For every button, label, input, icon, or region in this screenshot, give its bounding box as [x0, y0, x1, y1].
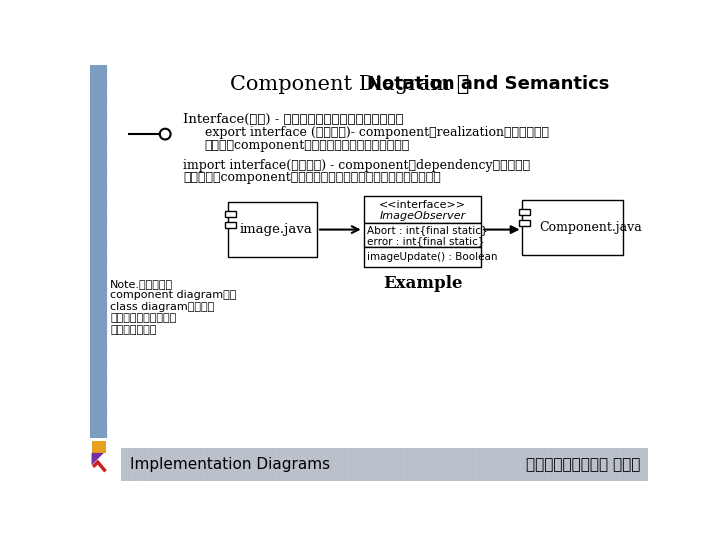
Text: Component.java: Component.java [539, 221, 642, 234]
Bar [523, 200, 624, 255]
Text: class diagram的一稭，: class diagram的一稭， [110, 302, 215, 312]
Bar [90, 65, 107, 450]
Text: Interface(介面) - 表示元件外部可見的操作的集合。: Interface(介面) - 表示元件外部可見的操作的集合。 [183, 112, 404, 125]
Text: Notation and Semantics: Notation and Semantics [366, 75, 609, 93]
Text: Abort : int{final static}: Abort : int{final static} [366, 225, 487, 235]
Bar [90, 448, 648, 481]
Bar [225, 222, 235, 228]
Text: component diagram視為: component diagram視為 [110, 291, 237, 300]
Polygon shape [91, 453, 104, 465]
Bar [91, 441, 106, 453]
Bar [519, 220, 530, 226]
Bar [364, 222, 482, 247]
Text: error : int{final static}: error : int{final static} [366, 236, 484, 246]
Bar [90, 438, 121, 481]
Text: 連，表示component用來實行此稭介面的功能服務。: 連，表示component用來實行此稭介面的功能服務。 [204, 139, 410, 152]
Text: 元件之間的關係: 元件之間的關係 [110, 325, 156, 335]
Bar [519, 209, 530, 215]
Bar [225, 211, 235, 217]
Bar [364, 195, 482, 222]
Text: <<interface>>: <<interface>> [379, 200, 466, 210]
Text: export interface (出口介面)- component用realization與此稭介面相: export interface (出口介面)- component用reali… [204, 126, 549, 139]
Text: imageUpdate() : Boolean: imageUpdate() : Boolean [366, 252, 498, 262]
Bar [228, 202, 317, 257]
Bar [364, 247, 482, 267]
Text: Component Diagram ：: Component Diagram ： [230, 75, 469, 94]
Text: Implementation Diagrams: Implementation Diagrams [130, 457, 330, 472]
Text: Note.基本上可把: Note.基本上可把 [110, 279, 174, 289]
Text: 相連，表示component是為了配合此介面所保證的功能服務而建立的: 相連，表示component是為了配合此介面所保證的功能服務而建立的 [183, 171, 441, 184]
Text: 只是焦點是放在系統中: 只是焦點是放在系統中 [110, 314, 176, 323]
Text: import interface(進口介面) - component用dependency與此稭介面: import interface(進口介面) - component用depen… [183, 159, 530, 172]
Text: 東吴大學資訊科學系 江清水: 東吴大學資訊科學系 江清水 [526, 457, 640, 472]
Text: ImageObserver: ImageObserver [379, 211, 466, 221]
Text: image.java: image.java [240, 223, 312, 236]
Text: Example: Example [384, 275, 463, 292]
